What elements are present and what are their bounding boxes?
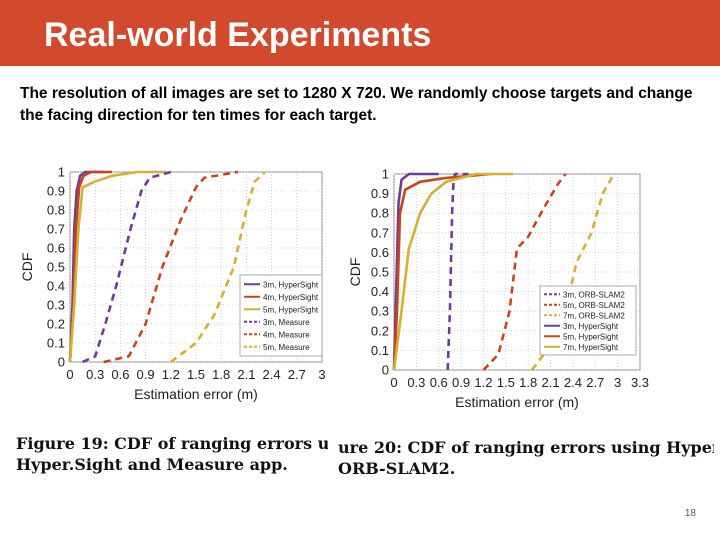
y-tick-label: 0.6 [371, 245, 389, 260]
y-tick-label: 0.6 [47, 241, 65, 256]
series-line-5 [392, 172, 514, 371]
x-tick-label: 1.8 [519, 375, 537, 390]
y-tick-label: 0.8 [371, 206, 389, 221]
x-tick-label: 3.3 [631, 375, 649, 390]
y-axis-label: CDF [347, 258, 363, 287]
x-tick-label: 2.4 [564, 375, 582, 390]
y-tick-label: 0 [382, 363, 389, 378]
legend-label: 3m, HyperSight [263, 280, 319, 289]
legend-label: 7m, ORB-SLAM2 [563, 311, 625, 320]
y-tick-label: 0.5 [371, 265, 389, 280]
y-tick-label: 0.7 [371, 225, 389, 240]
legend-label: 4m, HyperSight [263, 293, 319, 302]
x-axis-label: Estimation error (m) [455, 394, 579, 410]
legend-label: 4m, Measure [263, 330, 310, 339]
legend-label: 5m, HyperSight [263, 305, 319, 314]
figure-caption-20: ure 20: CDF of ranging errors using Hype… [338, 437, 714, 479]
y-tick-label: 0.5 [47, 260, 65, 275]
legend-label: 3m, HyperSight [563, 322, 619, 331]
x-tick-label: 1.5 [497, 375, 515, 390]
series-line-3 [392, 172, 439, 371]
x-tick-label: 0.6 [430, 375, 448, 390]
legend-label: 7m, HyperSight [563, 343, 619, 352]
x-tick-label: 0 [390, 375, 397, 390]
legend: 3m, HyperSight 4m, HyperSight 5m, HyperSig… [239, 274, 323, 357]
x-tick-label: 2.1 [542, 375, 560, 390]
caption-line: ure 20: CDF of ranging errors using Hype… [338, 438, 714, 457]
y-tick-label: 0.1 [371, 343, 389, 358]
y-tick-label: 1 [382, 167, 389, 182]
caption-line: Hyper.Sight and Measure app. [16, 455, 288, 474]
series-line-4 [392, 172, 492, 371]
caption-line: ORB-SLAM2. [338, 459, 456, 478]
cdf-chart-hypersight-measure: 0 0.3 0.6 0.9 1.2 1.5 1.8 2.1 2.4 2.7 3 0 0.1 0.2 0.3 0… [10, 150, 340, 415]
x-tick-label: 3 [318, 367, 325, 382]
y-tick-label: 0.2 [371, 323, 389, 338]
legend-box [539, 285, 637, 356]
y-tick-label: 0.2 [47, 317, 65, 332]
x-tick-label: 1.8 [212, 367, 230, 382]
series-line-4 [103, 170, 239, 364]
y-axis-label: CDF [19, 253, 35, 282]
legend-box [239, 274, 323, 357]
y-tick-label: 0 [58, 355, 65, 370]
legend-label: 5m, HyperSight [563, 332, 619, 341]
x-tick-label: 1.2 [162, 367, 180, 382]
y-tick-label: 0.1 [47, 336, 65, 351]
y-tick-label: 0.4 [47, 279, 65, 294]
y-tick-label: 0.4 [371, 284, 389, 299]
caption-line: Figure 19: CDF of ranging errors using [16, 434, 328, 453]
legend-label: 5m, Measure [263, 343, 310, 352]
legend-label: 3m, Measure [263, 318, 310, 327]
series-line-2 [68, 170, 167, 363]
x-tick-label: 2.4 [263, 367, 281, 382]
y-tick-label: 0.3 [47, 298, 65, 313]
series-line-0 [446, 172, 469, 371]
figure-caption-19: Figure 19: CDF of ranging errors using H… [16, 433, 328, 475]
x-tick-label: 3 [614, 375, 621, 390]
x-tick-label: 2.7 [288, 367, 306, 382]
x-tick-label: 2.1 [237, 367, 255, 382]
y-tick-label: 0.3 [371, 304, 389, 319]
x-tick-label: 0.3 [407, 375, 425, 390]
series-line-3 [82, 170, 172, 364]
y-tick-label: 0.8 [47, 203, 65, 218]
legend-label: 3m, ORB-SLAM2 [563, 290, 625, 299]
x-tick-label: 1.5 [187, 367, 205, 382]
x-axis-label: Estimation error (m) [134, 386, 258, 402]
legend-label: 5m, ORB-SLAM2 [563, 301, 625, 310]
y-tick-label: 0.9 [371, 186, 389, 201]
slide-title: Real-world Experiments [44, 16, 432, 54]
x-tick-label: 2.7 [586, 375, 604, 390]
x-tick-label: 0 [66, 367, 73, 382]
page-number: 18 [684, 508, 696, 519]
y-tick-label: 0.9 [47, 184, 65, 199]
title-bar [0, 0, 720, 66]
intro-text: The resolution of all images are set to … [20, 85, 693, 124]
y-tick-label: 1 [58, 165, 65, 180]
y-tick-label: 0.7 [47, 222, 65, 237]
x-tick-label: 0.9 [452, 375, 470, 390]
x-tick-label: 0.3 [86, 367, 104, 382]
cdf-chart-hypersight-orbslam: 0 0.3 0.6 0.9 1.2 1.5 1.8 2.1 2.4 2.7 3 3.3 0 0.1 0.2 0… [344, 150, 714, 415]
series-line-1 [482, 173, 567, 371]
x-tick-label: 0.9 [137, 367, 155, 382]
x-tick-label: 1.2 [474, 375, 492, 390]
series-line-5 [170, 171, 266, 364]
x-tick-label: 0.6 [111, 367, 129, 382]
